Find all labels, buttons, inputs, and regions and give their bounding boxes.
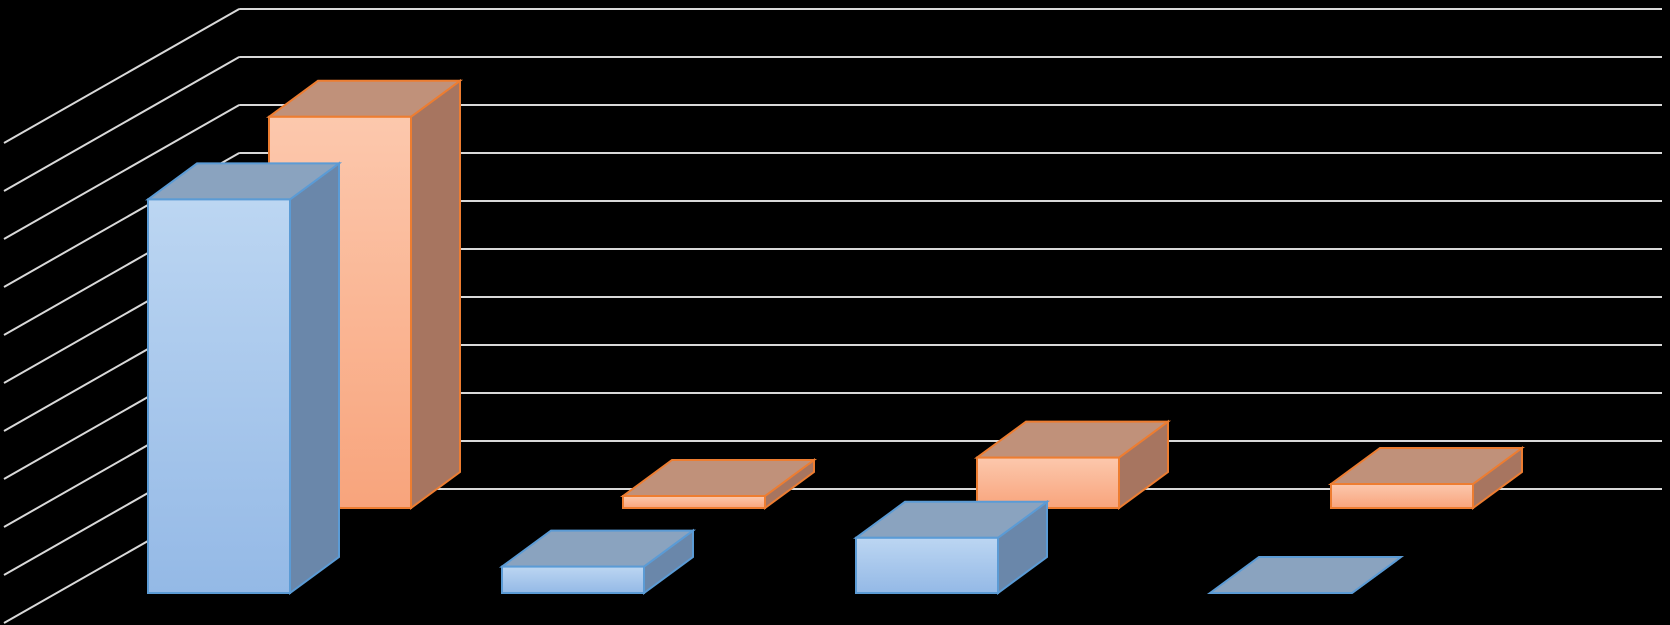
bar-front-face [855,536,999,594]
bar-series-1-cat-2 [498,528,697,595]
bar-series-2-cat-2 [619,458,818,510]
gridline-wall [3,56,240,192]
gridlines [3,8,1662,624]
bar-series-2-cat-4 [1327,446,1526,510]
bar-front-face [622,495,766,509]
bar-front-face [147,198,291,594]
bar-front-face [1330,483,1474,509]
bar-series-2-cat-3 [973,419,1172,510]
bar-series-1-cat-1 [144,161,343,595]
bar-side-face [289,161,340,595]
bar-top-face [1206,556,1405,594]
bar-side-face [410,78,461,510]
bar-series-1-cat-3 [852,499,1051,595]
gridline-wall [3,104,240,240]
bar-series-1-cat-4 [1206,556,1405,594]
gridline-wall [3,8,240,144]
bar-front-face [501,565,645,594]
bars [144,78,1526,595]
